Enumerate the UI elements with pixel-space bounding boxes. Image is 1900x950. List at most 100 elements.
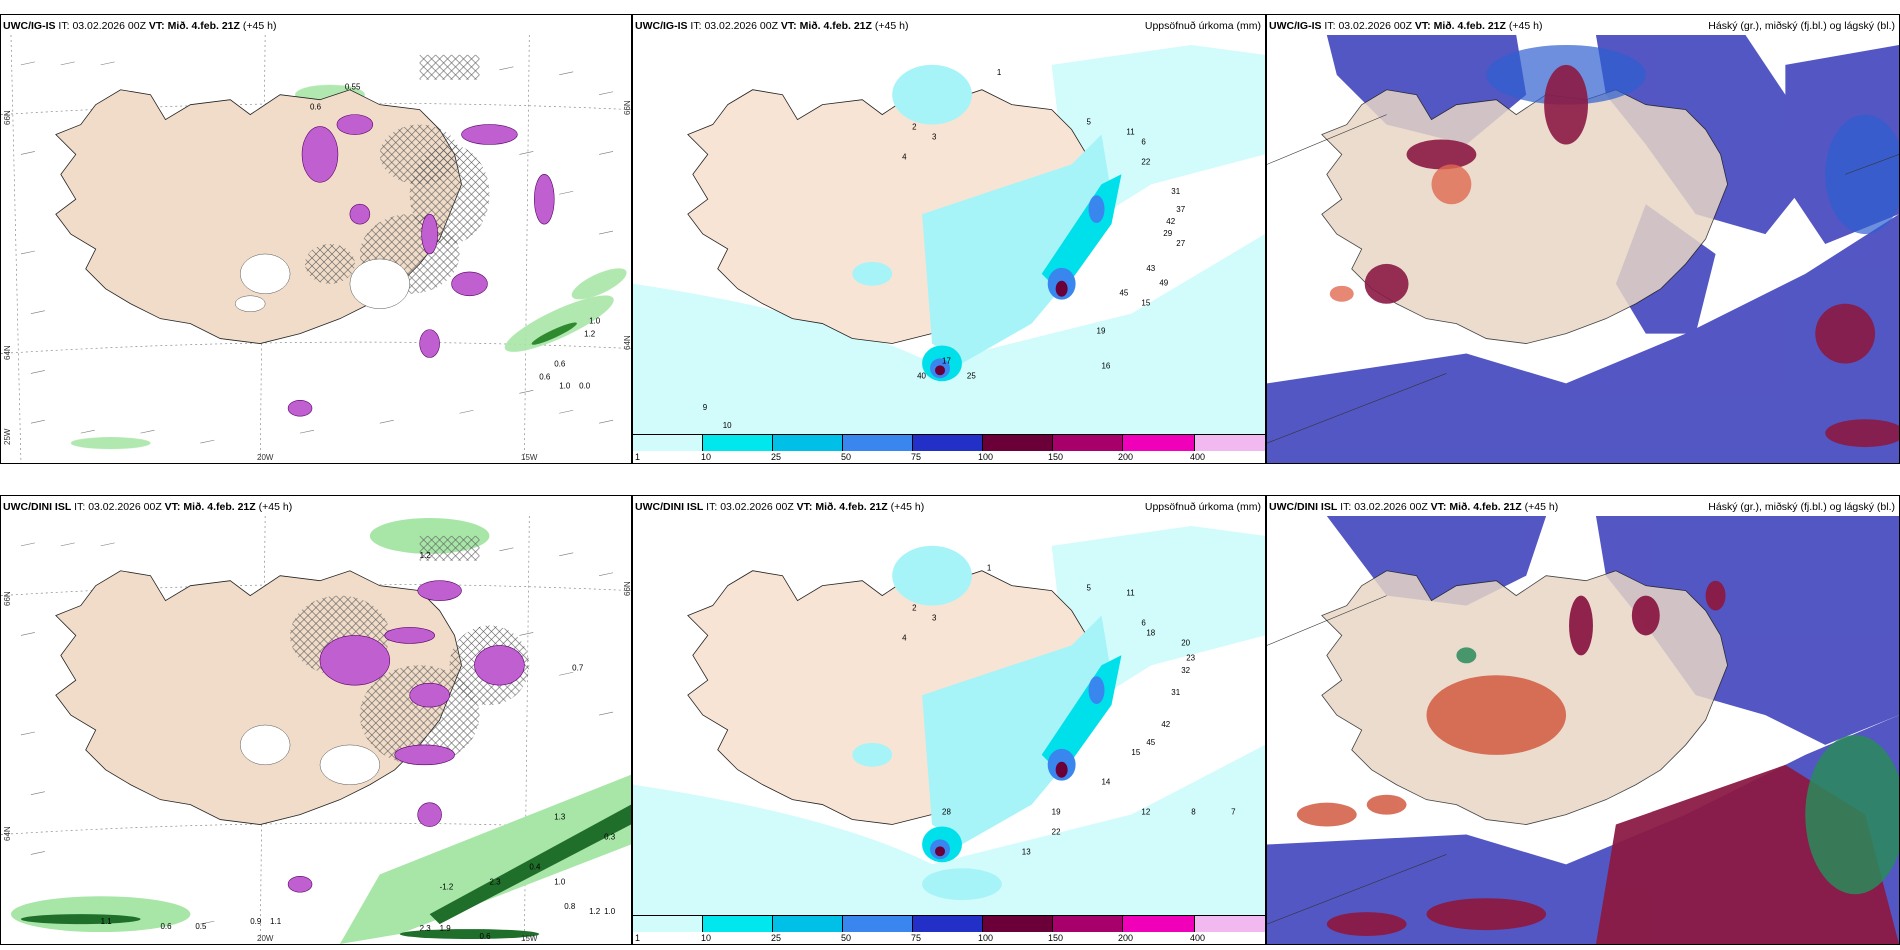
svg-text:17: 17	[942, 356, 951, 365]
svg-text:2.3: 2.3	[489, 877, 501, 886]
svg-text:28: 28	[942, 808, 951, 817]
colorbar-tick: 200	[1118, 933, 1134, 943]
map-area[interactable]	[1267, 516, 1899, 944]
svg-text:8: 8	[1191, 808, 1196, 817]
svg-text:5: 5	[1087, 118, 1092, 127]
svg-text:11: 11	[1126, 128, 1135, 137]
colorbar-tick: 25	[771, 933, 782, 943]
svg-text:3: 3	[932, 613, 937, 622]
panel-header: UWC/DINI ISL IT: 03.02.2026 00Z VT: Mið.…	[1269, 501, 1895, 513]
panel-header: UWC/DINI ISL IT: 03.02.2026 00Z VT: Mið.…	[3, 501, 293, 513]
svg-text:2: 2	[912, 123, 917, 132]
lon-label: 20W	[257, 453, 274, 462]
svg-text:18: 18	[1146, 628, 1155, 637]
panel-wind-precip-igis: UWC/IG-IS IT: 03.02.2026 00Z VT: Mið. 4.…	[0, 14, 632, 464]
colorbar-swatch	[983, 435, 1053, 451]
map-area[interactable]: 0.55 0.6 1.0 1.2 0.6 0.6 1.0 0.0	[1, 35, 631, 463]
colorbar-tick: 10	[701, 933, 712, 943]
svg-text:2.3: 2.3	[420, 924, 432, 933]
colorbar-tick: 75	[911, 452, 922, 462]
lat-label: 66N	[3, 591, 12, 606]
map-area[interactable]: 1 2 3 4 5 6 11 18 20 23 32 31 42 45 15 1…	[633, 516, 1265, 916]
colorbar-swatch	[843, 435, 913, 451]
colorbar-tick: 50	[841, 452, 852, 462]
svg-text:0.0: 0.0	[579, 381, 591, 390]
colorbar-legend: 1 10 25 50 75 100 150 200 400	[633, 915, 1265, 944]
svg-text:0.6: 0.6	[310, 103, 322, 112]
panel-cloud-cover-igis: UWC/IG-IS IT: 03.02.2026 00Z VT: Mið. 4.…	[1266, 14, 1900, 464]
svg-text:9: 9	[703, 403, 708, 412]
svg-text:49: 49	[1159, 279, 1168, 288]
colorbar-tick: 400	[1190, 933, 1206, 943]
svg-text:16: 16	[1102, 361, 1111, 370]
colorbar-tick: 25	[771, 452, 782, 462]
svg-text:1.3: 1.3	[554, 813, 566, 822]
map-area[interactable]: 1.2 0.7 1.3 0.3 0.4 1.0 0.8 1.2 1.0 1.1 …	[1, 516, 631, 944]
svg-text:2: 2	[912, 604, 917, 613]
svg-text:22: 22	[1052, 827, 1061, 836]
colorbar-swatch	[633, 916, 703, 932]
svg-text:0.7: 0.7	[572, 663, 584, 672]
svg-text:0.4: 0.4	[529, 862, 541, 871]
svg-text:0.8: 0.8	[564, 902, 576, 911]
svg-text:42: 42	[1166, 217, 1175, 226]
svg-text:22: 22	[1141, 157, 1150, 166]
svg-text:7: 7	[1231, 808, 1236, 817]
svg-text:0.6: 0.6	[160, 922, 172, 931]
svg-text:1: 1	[997, 68, 1002, 77]
svg-text:6: 6	[1141, 618, 1146, 627]
svg-text:25: 25	[967, 371, 976, 380]
colorbar-swatch	[913, 916, 983, 932]
svg-text:1: 1	[987, 564, 992, 573]
colorbar-swatch	[843, 916, 913, 932]
lat-label: 66N	[623, 100, 632, 115]
svg-text:19: 19	[1052, 808, 1061, 817]
colorbar-swatch	[703, 435, 773, 451]
svg-text:10: 10	[723, 421, 732, 430]
map-area[interactable]: 1 2 3 4 5 6 11 22 31 37 42 29 27 43 49 4…	[633, 35, 1265, 435]
colorbar-tick: 1	[635, 452, 641, 462]
svg-text:27: 27	[1176, 239, 1185, 248]
svg-text:0.9: 0.9	[250, 917, 262, 926]
svg-text:14: 14	[1102, 778, 1111, 787]
panel-wind-precip-dini: UWC/DINI ISL IT: 03.02.2026 00Z VT: Mið.…	[0, 495, 632, 945]
svg-text:4: 4	[902, 633, 907, 642]
svg-text:43: 43	[1146, 264, 1155, 273]
svg-text:1.2: 1.2	[420, 551, 432, 560]
svg-text:1.0: 1.0	[559, 381, 571, 390]
svg-text:1.1: 1.1	[270, 917, 282, 926]
svg-text:37: 37	[1176, 205, 1185, 214]
colorbar-tick: 200	[1118, 452, 1134, 462]
svg-text:0.3: 0.3	[604, 832, 616, 841]
svg-text:0.5: 0.5	[195, 922, 207, 931]
svg-text:-1.2: -1.2	[440, 882, 454, 891]
map-area[interactable]	[1267, 35, 1899, 463]
panel-header: UWC/IG-IS IT: 03.02.2026 00Z VT: Mið. 4.…	[3, 20, 277, 32]
svg-text:0.55: 0.55	[345, 83, 361, 92]
colorbar-tick: 150	[1048, 452, 1064, 462]
svg-text:13: 13	[1022, 847, 1031, 856]
panel-header: UWC/IG-IS IT: 03.02.2026 00Z VT: Mið. 4.…	[1269, 20, 1895, 32]
colorbar-swatch	[633, 435, 703, 451]
svg-text:45: 45	[1119, 289, 1128, 298]
colorbar-swatch	[773, 435, 843, 451]
lat-label: 64N	[623, 335, 632, 350]
svg-text:20: 20	[1181, 638, 1190, 647]
lon-label: 15W	[521, 453, 538, 462]
colorbar-swatch	[1123, 435, 1195, 451]
colorbar-swatch	[1195, 916, 1265, 932]
colorbar-swatch	[1123, 916, 1195, 932]
svg-text:45: 45	[1146, 738, 1155, 747]
svg-text:31: 31	[1171, 688, 1180, 697]
svg-text:1.0: 1.0	[554, 877, 566, 886]
colorbar-tick: 10	[701, 452, 712, 462]
panel-accumulated-precip-dini: UWC/DINI ISL IT: 03.02.2026 00Z VT: Mið.…	[632, 495, 1266, 945]
colorbar-swatch	[1053, 435, 1123, 451]
svg-text:15: 15	[1131, 748, 1140, 757]
svg-text:1.0: 1.0	[604, 907, 616, 916]
svg-text:1.1: 1.1	[101, 917, 113, 926]
svg-text:4: 4	[902, 152, 907, 161]
svg-text:3: 3	[932, 132, 937, 141]
svg-text:32: 32	[1181, 666, 1190, 675]
lon-label: 15W	[521, 934, 538, 943]
